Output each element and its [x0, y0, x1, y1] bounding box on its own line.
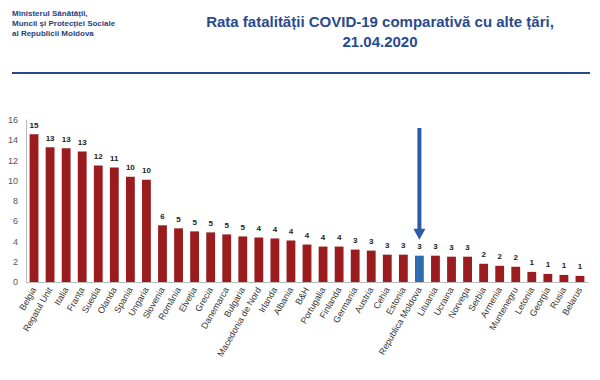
svg-text:Ungaria: Ungaria [126, 285, 151, 318]
svg-text:2: 2 [514, 253, 519, 262]
svg-text:6: 6 [160, 212, 165, 221]
svg-text:4: 4 [13, 237, 18, 247]
svg-text:Olanda: Olanda [95, 285, 119, 316]
svg-text:16: 16 [8, 115, 18, 125]
svg-text:Albania: Albania [272, 285, 296, 316]
svg-text:3: 3 [433, 242, 438, 251]
svg-text:3: 3 [417, 242, 422, 251]
svg-text:România: România [156, 285, 183, 322]
svg-text:2: 2 [481, 250, 486, 259]
svg-text:Danemarca: Danemarca [199, 285, 231, 331]
svg-text:Macedonia de Nord: Macedonia de Nord [215, 285, 263, 358]
svg-text:5: 5 [224, 221, 229, 230]
svg-text:1: 1 [530, 258, 535, 267]
svg-text:Elveția: Elveția [176, 285, 199, 314]
svg-text:Regatul Unit: Regatul Unit [21, 285, 55, 333]
svg-text:10: 10 [126, 163, 135, 172]
svg-text:Armenia: Armenia [478, 285, 504, 320]
svg-text:12: 12 [94, 152, 103, 161]
svg-text:Suedia: Suedia [79, 285, 103, 315]
svg-text:1: 1 [562, 261, 567, 270]
svg-text:Belgia: Belgia [17, 285, 39, 313]
svg-text:5: 5 [176, 215, 181, 224]
svg-text:5: 5 [192, 218, 197, 227]
svg-text:11: 11 [110, 154, 119, 163]
svg-text:3: 3 [369, 237, 374, 246]
svg-text:Ucraina: Ucraina [431, 285, 456, 318]
svg-text:Norvega: Norvega [446, 285, 472, 319]
svg-text:1: 1 [546, 260, 551, 269]
svg-text:13: 13 [78, 138, 87, 147]
svg-text:Cehia: Cehia [371, 285, 392, 311]
svg-text:0: 0 [13, 277, 18, 287]
svg-text:5: 5 [208, 219, 213, 228]
svg-text:Rata fatalității COVID-19 comp: Rata fatalității COVID-19 comparativă cu… [206, 13, 554, 30]
svg-text:3: 3 [385, 241, 390, 250]
svg-text:5: 5 [241, 223, 246, 232]
svg-text:Austria: Austria [353, 285, 376, 314]
svg-text:10: 10 [142, 166, 151, 175]
svg-text:B&H: B&H [293, 285, 312, 307]
svg-text:Letonia: Letonia [512, 285, 537, 316]
svg-text:6: 6 [13, 216, 18, 226]
svg-text:4: 4 [305, 231, 310, 240]
svg-text:Rusia: Rusia [548, 285, 569, 311]
svg-text:Muncii și Protecției Sociale: Muncii și Protecției Sociale [12, 19, 116, 28]
svg-text:Serbia: Serbia [466, 285, 488, 313]
svg-text:Slovenia: Slovenia [140, 285, 167, 321]
svg-text:Republica Moldova: Republica Moldova [377, 285, 424, 356]
svg-text:4: 4 [273, 225, 278, 234]
svg-text:Portugalia: Portugalia [298, 285, 328, 326]
svg-text:Italia: Italia [52, 285, 71, 307]
svg-text:13: 13 [62, 135, 71, 144]
svg-text:13: 13 [46, 134, 55, 143]
svg-text:Georgia: Georgia [528, 285, 553, 318]
svg-text:4: 4 [337, 233, 342, 242]
svg-text:Franța: Franța [64, 285, 87, 313]
svg-text:Finlanda: Finlanda [317, 285, 344, 321]
svg-text:Irlanda: Irlanda [256, 285, 280, 315]
svg-text:Belarus: Belarus [560, 285, 584, 317]
svg-text:Germania: Germania [331, 285, 360, 325]
svg-text:21.04.2020: 21.04.2020 [342, 33, 417, 50]
svg-text:2: 2 [497, 252, 502, 261]
svg-text:4: 4 [321, 233, 326, 242]
svg-text:al Republicii Moldova: al Republicii Moldova [12, 29, 94, 38]
svg-text:3: 3 [465, 243, 470, 252]
svg-text:Lituania: Lituania [415, 285, 440, 318]
svg-text:1: 1 [578, 262, 583, 271]
svg-text:15: 15 [30, 121, 39, 130]
svg-text:Estonia: Estonia [384, 285, 408, 317]
svg-text:8: 8 [13, 196, 18, 206]
svg-text:4: 4 [257, 224, 262, 233]
svg-text:14: 14 [8, 135, 18, 145]
svg-text:Grecia: Grecia [193, 285, 215, 314]
svg-text:3: 3 [449, 243, 454, 252]
svg-text:Muntenegru: Muntenegru [487, 285, 521, 332]
svg-text:12: 12 [8, 156, 18, 166]
svg-text:Ministerul Sănătății,: Ministerul Sănătății, [12, 9, 88, 18]
svg-text:4: 4 [289, 227, 294, 236]
svg-text:3: 3 [353, 236, 358, 245]
svg-text:2: 2 [13, 257, 18, 267]
svg-text:10: 10 [8, 176, 18, 186]
svg-text:3: 3 [401, 241, 406, 250]
svg-text:Spania: Spania [112, 285, 135, 315]
svg-text:Bulgaria: Bulgaria [222, 285, 248, 320]
